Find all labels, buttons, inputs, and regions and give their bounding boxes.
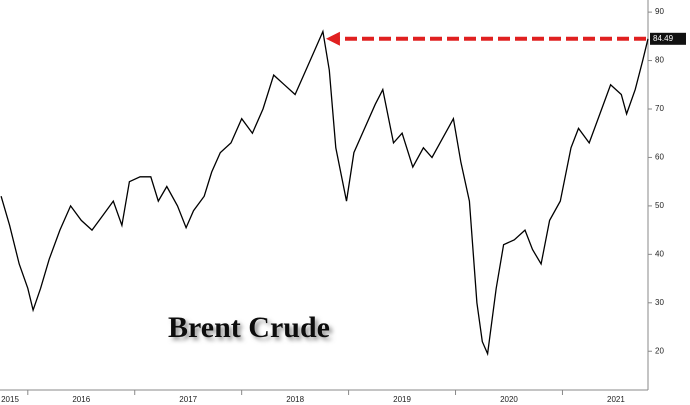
y-tick-label: 50 xyxy=(655,201,664,210)
y-tick-label: 60 xyxy=(655,153,664,162)
y-tick-label: 80 xyxy=(655,56,664,65)
value-label-box xyxy=(650,32,686,45)
value-label: 84.49 xyxy=(653,34,674,43)
x-tick-label: 2016 xyxy=(72,395,90,404)
arrow-head xyxy=(325,31,340,46)
y-tick-label: 70 xyxy=(655,104,664,113)
x-tick-label: 2017 xyxy=(179,395,197,404)
annotation: Brent Crude xyxy=(168,311,330,344)
x-tick-label: 2018 xyxy=(286,395,304,404)
price-line xyxy=(0,29,649,357)
y-tick-label: 40 xyxy=(655,249,664,258)
x-tick-label: 2019 xyxy=(393,395,411,404)
y-tick-label: 90 xyxy=(655,7,664,16)
y-tick-label: 20 xyxy=(655,346,664,355)
y-tick-label: 30 xyxy=(655,298,664,307)
x-tick-label: 2020 xyxy=(500,395,518,404)
x-tick-label: 2021 xyxy=(607,395,625,404)
x-tick-label: 2015 xyxy=(1,395,19,404)
